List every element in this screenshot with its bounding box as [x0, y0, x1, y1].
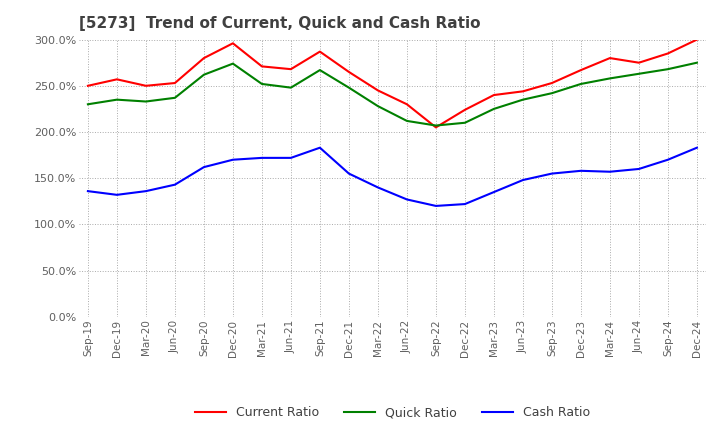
Quick Ratio	[693, 60, 701, 65]
Current Ratio	[315, 49, 324, 54]
Cash Ratio	[84, 188, 92, 194]
Quick Ratio	[287, 85, 295, 90]
Cash Ratio	[287, 155, 295, 161]
Current Ratio	[431, 125, 440, 130]
Quick Ratio	[374, 103, 382, 109]
Cash Ratio	[518, 177, 527, 183]
Quick Ratio	[84, 102, 92, 107]
Cash Ratio	[577, 168, 585, 173]
Line: Current Ratio: Current Ratio	[88, 40, 697, 127]
Current Ratio	[548, 81, 557, 86]
Cash Ratio	[142, 188, 150, 194]
Quick Ratio	[199, 72, 208, 77]
Cash Ratio	[402, 197, 411, 202]
Current Ratio	[142, 83, 150, 88]
Quick Ratio	[315, 67, 324, 73]
Current Ratio	[258, 64, 266, 69]
Quick Ratio	[431, 123, 440, 128]
Line: Cash Ratio: Cash Ratio	[88, 148, 697, 206]
Quick Ratio	[577, 81, 585, 87]
Cash Ratio	[315, 145, 324, 150]
Current Ratio	[84, 83, 92, 88]
Cash Ratio	[112, 192, 121, 198]
Quick Ratio	[664, 66, 672, 72]
Cash Ratio	[606, 169, 614, 174]
Current Ratio	[490, 92, 498, 98]
Cash Ratio	[228, 157, 237, 162]
Current Ratio	[577, 67, 585, 73]
Cash Ratio	[345, 171, 354, 176]
Quick Ratio	[142, 99, 150, 104]
Quick Ratio	[606, 76, 614, 81]
Cash Ratio	[171, 182, 179, 187]
Quick Ratio	[345, 85, 354, 90]
Quick Ratio	[402, 118, 411, 124]
Cash Ratio	[431, 203, 440, 209]
Cash Ratio	[490, 189, 498, 194]
Quick Ratio	[258, 81, 266, 87]
Current Ratio	[664, 51, 672, 56]
Cash Ratio	[374, 185, 382, 190]
Quick Ratio	[171, 95, 179, 100]
Line: Quick Ratio: Quick Ratio	[88, 62, 697, 125]
Current Ratio	[374, 88, 382, 93]
Current Ratio	[171, 81, 179, 86]
Cash Ratio	[693, 145, 701, 150]
Quick Ratio	[490, 106, 498, 111]
Cash Ratio	[461, 202, 469, 207]
Current Ratio	[693, 37, 701, 42]
Current Ratio	[287, 66, 295, 72]
Quick Ratio	[228, 61, 237, 66]
Current Ratio	[228, 40, 237, 46]
Quick Ratio	[548, 91, 557, 96]
Cash Ratio	[199, 165, 208, 170]
Current Ratio	[634, 60, 643, 65]
Current Ratio	[518, 89, 527, 94]
Current Ratio	[461, 107, 469, 113]
Quick Ratio	[112, 97, 121, 102]
Text: [5273]  Trend of Current, Quick and Cash Ratio: [5273] Trend of Current, Quick and Cash …	[79, 16, 481, 32]
Quick Ratio	[518, 97, 527, 102]
Current Ratio	[402, 102, 411, 107]
Cash Ratio	[548, 171, 557, 176]
Cash Ratio	[634, 166, 643, 172]
Legend: Current Ratio, Quick Ratio, Cash Ratio: Current Ratio, Quick Ratio, Cash Ratio	[194, 406, 590, 419]
Current Ratio	[199, 55, 208, 61]
Current Ratio	[112, 77, 121, 82]
Quick Ratio	[461, 120, 469, 125]
Current Ratio	[606, 55, 614, 61]
Cash Ratio	[258, 155, 266, 161]
Quick Ratio	[634, 71, 643, 77]
Current Ratio	[345, 69, 354, 74]
Cash Ratio	[664, 157, 672, 162]
